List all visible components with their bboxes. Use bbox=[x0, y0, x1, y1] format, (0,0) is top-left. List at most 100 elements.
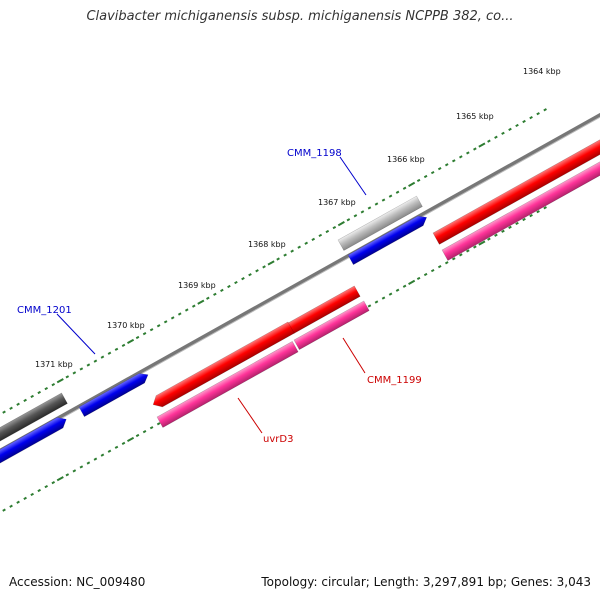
scale-tick-dot bbox=[93, 457, 98, 461]
scale-tick-dot bbox=[408, 279, 416, 285]
cds-block-red-right[interactable] bbox=[432, 135, 600, 245]
scale-tick-dot bbox=[65, 375, 70, 379]
genome-stats-text: Topology: circular; Length: 3,297,891 bp… bbox=[261, 575, 591, 589]
scale-tick-dot bbox=[311, 237, 316, 241]
scale-tick-dot bbox=[213, 292, 217, 296]
scale-tick-dot bbox=[536, 210, 540, 214]
scale-tick-dot bbox=[197, 299, 205, 305]
scale-tick-dot bbox=[44, 386, 49, 391]
scale-tick-dot bbox=[142, 331, 147, 336]
gene-labels: CMM_1198 CMM_1201 CMM_1199 uvrD3 bbox=[17, 148, 422, 445]
cds-block-gray-light[interactable] bbox=[337, 195, 423, 251]
cds-block-blue-cmm-1201[interactable] bbox=[78, 370, 151, 417]
scale-tick-dot bbox=[276, 257, 280, 261]
scale-tick-dot bbox=[30, 394, 34, 399]
scale-tick-dot bbox=[478, 142, 486, 148]
scale-tick-dot bbox=[451, 257, 456, 261]
scale-tick-dot bbox=[522, 217, 526, 222]
gene-label-cmm-1201[interactable]: CMM_1201 bbox=[17, 305, 72, 316]
scale-tick-dot bbox=[65, 473, 70, 477]
scale-tick-dot bbox=[367, 206, 372, 210]
cds-block-pink-right[interactable] bbox=[441, 152, 600, 261]
scale-tick-dot bbox=[149, 426, 154, 430]
scale-tick-dot bbox=[478, 240, 486, 246]
scale-tick-dot bbox=[114, 445, 119, 449]
scale-tick-dot bbox=[163, 320, 168, 324]
scale-tick-dot bbox=[423, 272, 428, 277]
scale-tick-dot bbox=[51, 481, 56, 485]
scale-tick-dot bbox=[466, 249, 470, 253]
cds-block-pink-uvrd3[interactable] bbox=[156, 341, 299, 428]
scale-tick-dot bbox=[126, 338, 135, 345]
scale-tick-dot bbox=[332, 225, 337, 230]
scale-tick-dot bbox=[267, 260, 275, 266]
scale-tick-dot bbox=[337, 221, 345, 227]
gene-label-cmm-1199[interactable]: CMM_1199 bbox=[367, 375, 422, 386]
scale-tick-dot bbox=[156, 324, 161, 328]
scale-tick-dot bbox=[241, 277, 245, 281]
scale-tick-dot bbox=[325, 229, 330, 234]
scale-tick-dot bbox=[408, 181, 416, 187]
scale-tick-dot bbox=[44, 484, 49, 489]
scale-tick-dot bbox=[2, 410, 6, 414]
scale-tick-dot bbox=[23, 496, 27, 500]
scale-tick-dot bbox=[93, 359, 98, 363]
scale-tick-dot bbox=[459, 155, 463, 159]
scale-tick-dot bbox=[297, 245, 301, 249]
scale-tick-dot bbox=[107, 449, 112, 453]
scale-tick-dot bbox=[283, 253, 287, 257]
scale-tick-dot bbox=[459, 253, 463, 257]
gene-label-uvrd3[interactable]: uvrD3 bbox=[263, 434, 293, 445]
tick-label-1370: 1370 kbp bbox=[107, 321, 145, 330]
tick-label-1371: 1371 kbp bbox=[35, 360, 73, 369]
scale-tick-dot bbox=[304, 241, 309, 245]
scale-tick-dot bbox=[51, 383, 56, 387]
tick-label-1364: 1364 kbp bbox=[523, 67, 561, 76]
scale-tick-dot bbox=[23, 398, 27, 402]
scale-tick-dot bbox=[466, 151, 470, 155]
scale-tick-dot bbox=[381, 198, 386, 202]
scale-tick-dot bbox=[56, 476, 64, 482]
scale-tick-dot bbox=[135, 433, 140, 438]
scale-tick-dot bbox=[37, 488, 41, 493]
scale-tick-dot bbox=[416, 276, 421, 281]
tick-label-1367: 1367 kbp bbox=[318, 198, 356, 207]
scale-tick-dot bbox=[248, 273, 252, 277]
scale-tick-dot bbox=[255, 269, 259, 273]
scale-tick-dot bbox=[220, 288, 224, 293]
scale-tick-dot bbox=[72, 371, 77, 375]
scale-tick-dot bbox=[473, 245, 477, 249]
scale-tick-dot bbox=[381, 296, 386, 300]
cds-block-gray-dark[interactable] bbox=[0, 392, 68, 444]
scale-tick-dot bbox=[430, 268, 435, 273]
scale-tick-dot bbox=[508, 225, 512, 229]
cds-block-red-uvrd3[interactable] bbox=[150, 321, 295, 410]
scale-tick-dot bbox=[374, 202, 379, 206]
tick-label-1365: 1365 kbp bbox=[456, 112, 494, 121]
scale-tick-dot bbox=[522, 119, 526, 124]
scale-tick-dot bbox=[494, 135, 498, 139]
scale-tick-dot bbox=[367, 304, 372, 308]
map-title: Clavibacter michiganensis subsp. michiga… bbox=[86, 9, 514, 24]
scale-tick-dot bbox=[100, 453, 105, 457]
scale-tick-dot bbox=[86, 461, 91, 465]
tick-label-1366: 1366 kbp bbox=[387, 155, 425, 164]
scale-tick-dot bbox=[2, 508, 6, 512]
scale-tick-dot bbox=[416, 178, 421, 183]
scale-tick-dot bbox=[444, 163, 449, 167]
tick-dots-outer bbox=[2, 108, 547, 414]
scale-tick-dot bbox=[543, 108, 547, 112]
cds-block-blue-cmm-1198[interactable] bbox=[347, 213, 429, 265]
scale-tick-dot bbox=[121, 441, 126, 445]
gene-label-cmm-1198[interactable]: CMM_1198 bbox=[287, 148, 342, 159]
scale-tick-dot bbox=[9, 406, 13, 410]
scale-tick-dot bbox=[430, 170, 435, 175]
cds-block-pink-cmm-1199[interactable] bbox=[293, 300, 370, 350]
cds-block-blue-left[interactable] bbox=[0, 414, 69, 466]
scale-tick-dot bbox=[437, 265, 442, 269]
scale-tick-dot bbox=[227, 284, 231, 289]
scale-tick-dot bbox=[191, 304, 196, 308]
scale-tick-dot bbox=[72, 469, 77, 473]
scale-tick-dot bbox=[142, 429, 147, 434]
